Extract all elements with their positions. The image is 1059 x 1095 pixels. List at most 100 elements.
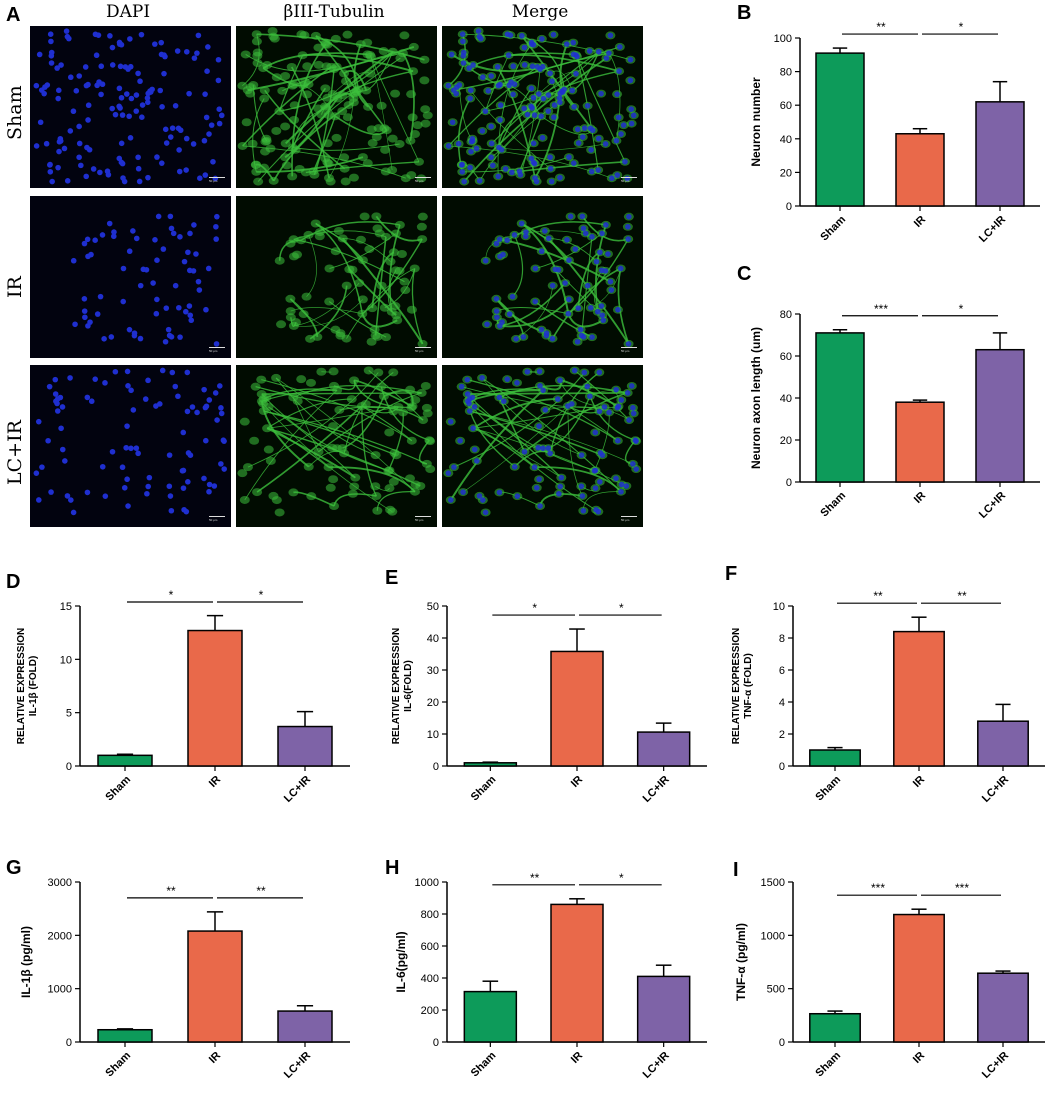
bar-sham (463, 990, 518, 1043)
y-tick-label: 0 (66, 1037, 72, 1049)
bar-ir (895, 401, 945, 483)
x-tick-label: Sham (818, 489, 848, 519)
scale-bar-label: 50 μm (209, 349, 218, 353)
y-axis-label-line: Neuron axon length (um) (749, 327, 763, 469)
y-tick-label: 6 (779, 665, 785, 677)
y-tick-label: 60 (780, 351, 792, 363)
row-title-sham: Sham (4, 85, 26, 140)
significance-label: ** (876, 20, 886, 34)
significance-label: * (619, 871, 624, 885)
panel-letter-c: C (737, 263, 752, 285)
x-tick-label: LC+IR (282, 1050, 313, 1081)
panel-letter-d: D (6, 571, 21, 593)
bar-ir (893, 630, 945, 767)
y-tick-label: 20 (780, 435, 792, 447)
bar-sham (809, 749, 861, 767)
x-tick-label: LC+IR (977, 490, 1008, 521)
y-axis-label-line: TNF-α (FOLD) (743, 653, 754, 719)
significance-label: *** (955, 881, 969, 895)
y-tick-label: 80 (780, 67, 792, 79)
chart-il1b-expression: 0 5 10 15 RELATIVE EXPRESSIONIL-1β (FOLD) Sha… (16, 590, 350, 805)
column-title-merge: Merge (511, 2, 569, 22)
y-axis-label-line: RELATIVE EXPRESSION (16, 628, 27, 745)
scale-bar: 50 μm (415, 177, 431, 183)
panel-letter-b: B (737, 2, 752, 24)
significance-label: *** (874, 302, 888, 316)
bar-ir (893, 913, 945, 1043)
x-tick-label: Sham (813, 773, 843, 803)
micrograph-ir-tubulin: 50 μm (236, 196, 437, 358)
x-tick-label: IR (569, 774, 585, 790)
y-axis-label: Neuron axon length (um) (749, 327, 763, 469)
bar-sham (463, 762, 518, 767)
x-tick-label: LC+IR (641, 1050, 672, 1081)
y-axis-label-line: RELATIVE EXPRESSION (731, 628, 742, 745)
y-axis-label: RELATIVE EXPRESSIONTNF-α (FOLD) (731, 628, 754, 745)
scale-bar-label: 50 μm (621, 349, 630, 353)
bar-lc-ir (636, 731, 691, 767)
x-tick-label: Sham (469, 1049, 499, 1079)
scale-bar: 50 μm (621, 347, 637, 353)
y-tick-label: 100 (774, 33, 792, 45)
chart-tnfa-pgml: 0 500 1000 1500 TNF-α (pg/ml) Sham IR LC+IR *** *… (734, 877, 1045, 1081)
y-tick-label: 10 (60, 654, 72, 666)
bar-sham (97, 1028, 153, 1043)
bar-lc-ir (977, 972, 1029, 1043)
chart-neuron-axon-length: 0 20 40 60 80 Neuron axon length (um) Sham IR LC… (749, 302, 1040, 521)
micrograph-sham-tubulin: 50 μm (236, 26, 437, 188)
significance-label: ** (957, 590, 967, 603)
bar-lc-ir (975, 348, 1025, 483)
significance-label: ** (530, 871, 540, 885)
y-tick-label: 0 (433, 761, 439, 773)
y-tick-label: 40 (780, 393, 792, 405)
micrograph-lc-ir-tubulin: 50 μm (236, 365, 437, 527)
scale-bar-label: 50 μm (209, 179, 218, 183)
micrograph-ir-dapi: 50 μm (30, 196, 231, 358)
y-axis-label-line: IL-1β (pg/ml) (19, 926, 33, 998)
significance-label: * (959, 302, 964, 316)
y-axis-label-line: RELATIVE EXPRESSION (391, 628, 402, 745)
y-tick-label: 30 (427, 665, 439, 677)
y-tick-label: 1000 (761, 930, 785, 942)
y-tick-label: 2 (779, 729, 785, 741)
x-tick-label: LC+IR (977, 214, 1008, 245)
x-tick-label: IR (207, 1050, 223, 1066)
panel-letter-g: G (6, 857, 22, 879)
x-tick-label: IR (569, 1050, 585, 1066)
panel-letter-a: A (6, 4, 21, 26)
y-tick-label: 0 (779, 1037, 785, 1049)
row-title-lc-ir: LC+IR (4, 420, 26, 485)
micrograph-sham-merge: 50 μm (442, 26, 643, 188)
bar-sham (809, 1012, 861, 1043)
x-tick-label: IR (207, 774, 223, 790)
significance-label: * (619, 601, 624, 615)
y-tick-label: 20 (427, 697, 439, 709)
y-axis-label-line: IL-6(FOLD) (403, 660, 414, 712)
significance-label: *** (871, 881, 885, 895)
y-tick-label: 0 (786, 477, 792, 489)
y-tick-label: 50 (427, 601, 439, 613)
y-tick-label: 40 (427, 633, 439, 645)
bar-lc-ir (277, 1010, 333, 1043)
bar-sham (97, 754, 153, 767)
y-tick-label: 0 (66, 761, 72, 773)
y-tick-label: 0 (433, 1037, 439, 1049)
row-title-ir: IR (4, 276, 26, 298)
y-axis-label: IL-1β (pg/ml) (19, 926, 33, 998)
x-tick-label: LC+IR (980, 774, 1011, 805)
significance-label: * (532, 601, 537, 615)
y-tick-label: 500 (767, 984, 785, 996)
x-tick-label: Sham (469, 773, 499, 803)
scale-bar: 50 μm (209, 347, 225, 353)
y-axis-label: Neuron number (749, 77, 763, 167)
x-tick-label: Sham (813, 1049, 843, 1079)
significance-label: ** (256, 884, 266, 898)
y-axis-label: TNF-α (pg/ml) (734, 923, 748, 1001)
y-axis-label-line: IL-1β (FOLD) (28, 656, 39, 717)
bar-ir (550, 650, 604, 767)
y-tick-label: 1500 (761, 877, 785, 889)
scale-bar-label: 50 μm (621, 518, 630, 522)
bar-ir (550, 903, 604, 1043)
